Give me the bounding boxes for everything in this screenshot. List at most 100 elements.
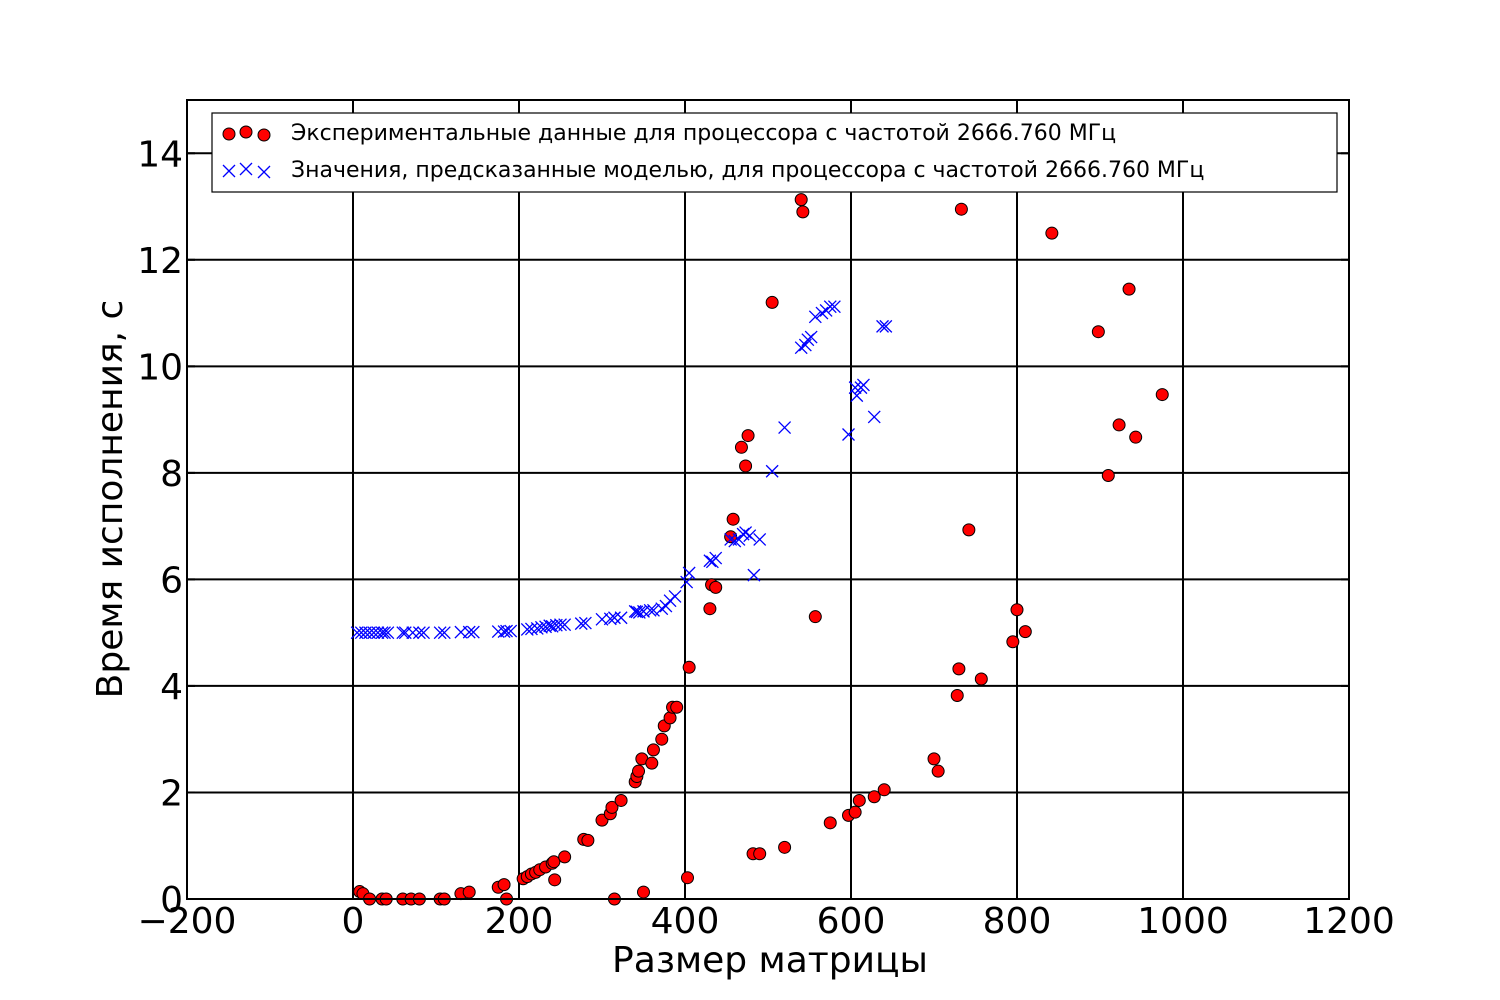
x-axis-label: Размер матрицы (612, 940, 928, 981)
data-point-model (466, 625, 480, 639)
data-point-experimental (1112, 418, 1126, 432)
data-point-experimental (796, 205, 810, 219)
data-point-model (433, 626, 447, 640)
data-point-experimental (637, 885, 650, 899)
data-point-experimental (823, 816, 837, 830)
x-tick-label: 800 (983, 901, 1052, 942)
data-point-model (462, 625, 476, 639)
data-point-model (876, 319, 889, 333)
data-point-model (545, 619, 559, 633)
data-point-experimental (852, 793, 866, 807)
data-point-model (500, 624, 514, 638)
data-point-model (808, 310, 822, 324)
grid (187, 100, 1349, 899)
data-point-experimental (548, 873, 562, 887)
data-point-experimental (497, 878, 511, 892)
data-point-model (815, 306, 829, 320)
data-point-experimental (581, 833, 595, 847)
x-tick-label: −200 (138, 901, 237, 942)
x-tick-label: 1000 (1137, 901, 1229, 942)
data-point-experimental (867, 790, 881, 804)
x-tick-label: 200 (485, 901, 554, 942)
data-point-model (827, 300, 841, 314)
data-point-experimental (1006, 635, 1020, 649)
data-point-experimental (1018, 625, 1032, 639)
data-point-experimental (753, 847, 767, 861)
data-point-model (417, 626, 431, 640)
data-point-model (804, 330, 818, 344)
data-point-model (412, 626, 426, 640)
data-point-model (554, 618, 567, 632)
data-point-experimental (1091, 325, 1105, 339)
data-point-experimental (974, 672, 988, 686)
data-point-experimental (605, 800, 619, 814)
y-tick-label: 12 (137, 241, 183, 282)
data-point-experimental (765, 295, 779, 309)
data-point-model (614, 611, 628, 625)
data-point-experimental (1101, 469, 1115, 483)
data-point-experimental (808, 610, 822, 624)
data-point-model (558, 618, 572, 632)
y-tick-label: 0 (160, 880, 183, 921)
y-axis-label: Время исполнения, с (90, 300, 131, 699)
data-point-experimental (794, 193, 808, 207)
data-point-model (378, 626, 391, 640)
legend-marker-experimental (257, 128, 271, 142)
data-point-experimental (462, 885, 476, 899)
data-point-model (747, 568, 761, 582)
data-point-experimental (645, 756, 659, 770)
data-point-model (371, 626, 385, 640)
data-point-experimental (1010, 603, 1024, 617)
data-point-experimental (778, 840, 792, 854)
data-point-experimental (1129, 430, 1143, 444)
data-point-model (778, 421, 792, 435)
data-point-model (534, 620, 548, 634)
data-point-model (823, 300, 837, 314)
data-point-model (396, 626, 410, 640)
legend-marker-model (257, 165, 271, 179)
data-point-experimental (655, 732, 669, 746)
data-point-model (867, 410, 881, 424)
data-point-experimental (709, 580, 723, 594)
plot-frame (186, 99, 1350, 900)
data-point-experimental (614, 793, 628, 807)
legend-label-experimental: Экспериментальные данные для процессора … (291, 121, 1116, 146)
legend-marker-model (222, 164, 236, 178)
y-tick-label: 14 (137, 134, 183, 175)
y-tick-label: 6 (160, 560, 183, 601)
data-point-model (381, 626, 395, 640)
data-point-experimental (931, 764, 945, 778)
data-point-model (375, 626, 389, 640)
legend-marker-experimental (239, 125, 253, 139)
data-point-model (709, 551, 723, 565)
data-point-experimental (1045, 226, 1059, 240)
data-point-experimental (663, 711, 677, 725)
y-tick-label: 8 (160, 454, 183, 495)
data-point-experimental (632, 764, 646, 778)
data-point-experimental (877, 783, 891, 797)
data-point-experimental (670, 700, 684, 714)
data-point-model (850, 389, 864, 403)
data-point-experimental (954, 202, 968, 216)
data-point-model (794, 341, 808, 355)
legend-markers (222, 125, 271, 179)
legend-label-model: Значения, предсказанные моделью, для про… (291, 158, 1204, 183)
y-tick-label: 10 (137, 347, 183, 388)
data-point-model (680, 575, 694, 589)
data-point-model (530, 621, 544, 635)
data-point-model (603, 612, 617, 626)
data-point-experimental (558, 850, 572, 864)
data-point-model (632, 605, 646, 619)
data-point-model (504, 624, 518, 638)
data-point-experimental (703, 602, 717, 616)
data-point-model (753, 532, 767, 546)
y-tick-label: 4 (160, 667, 183, 708)
data-point-experimental (950, 689, 964, 703)
x-tick-label: 600 (817, 901, 886, 942)
data-point-experimental (682, 660, 696, 674)
data-point-experimental (726, 512, 740, 526)
legend-marker-model (239, 162, 253, 176)
data-point-model (668, 589, 682, 603)
data-point-model (879, 319, 893, 333)
legend: Экспериментальные данные для процессора … (211, 112, 1338, 193)
